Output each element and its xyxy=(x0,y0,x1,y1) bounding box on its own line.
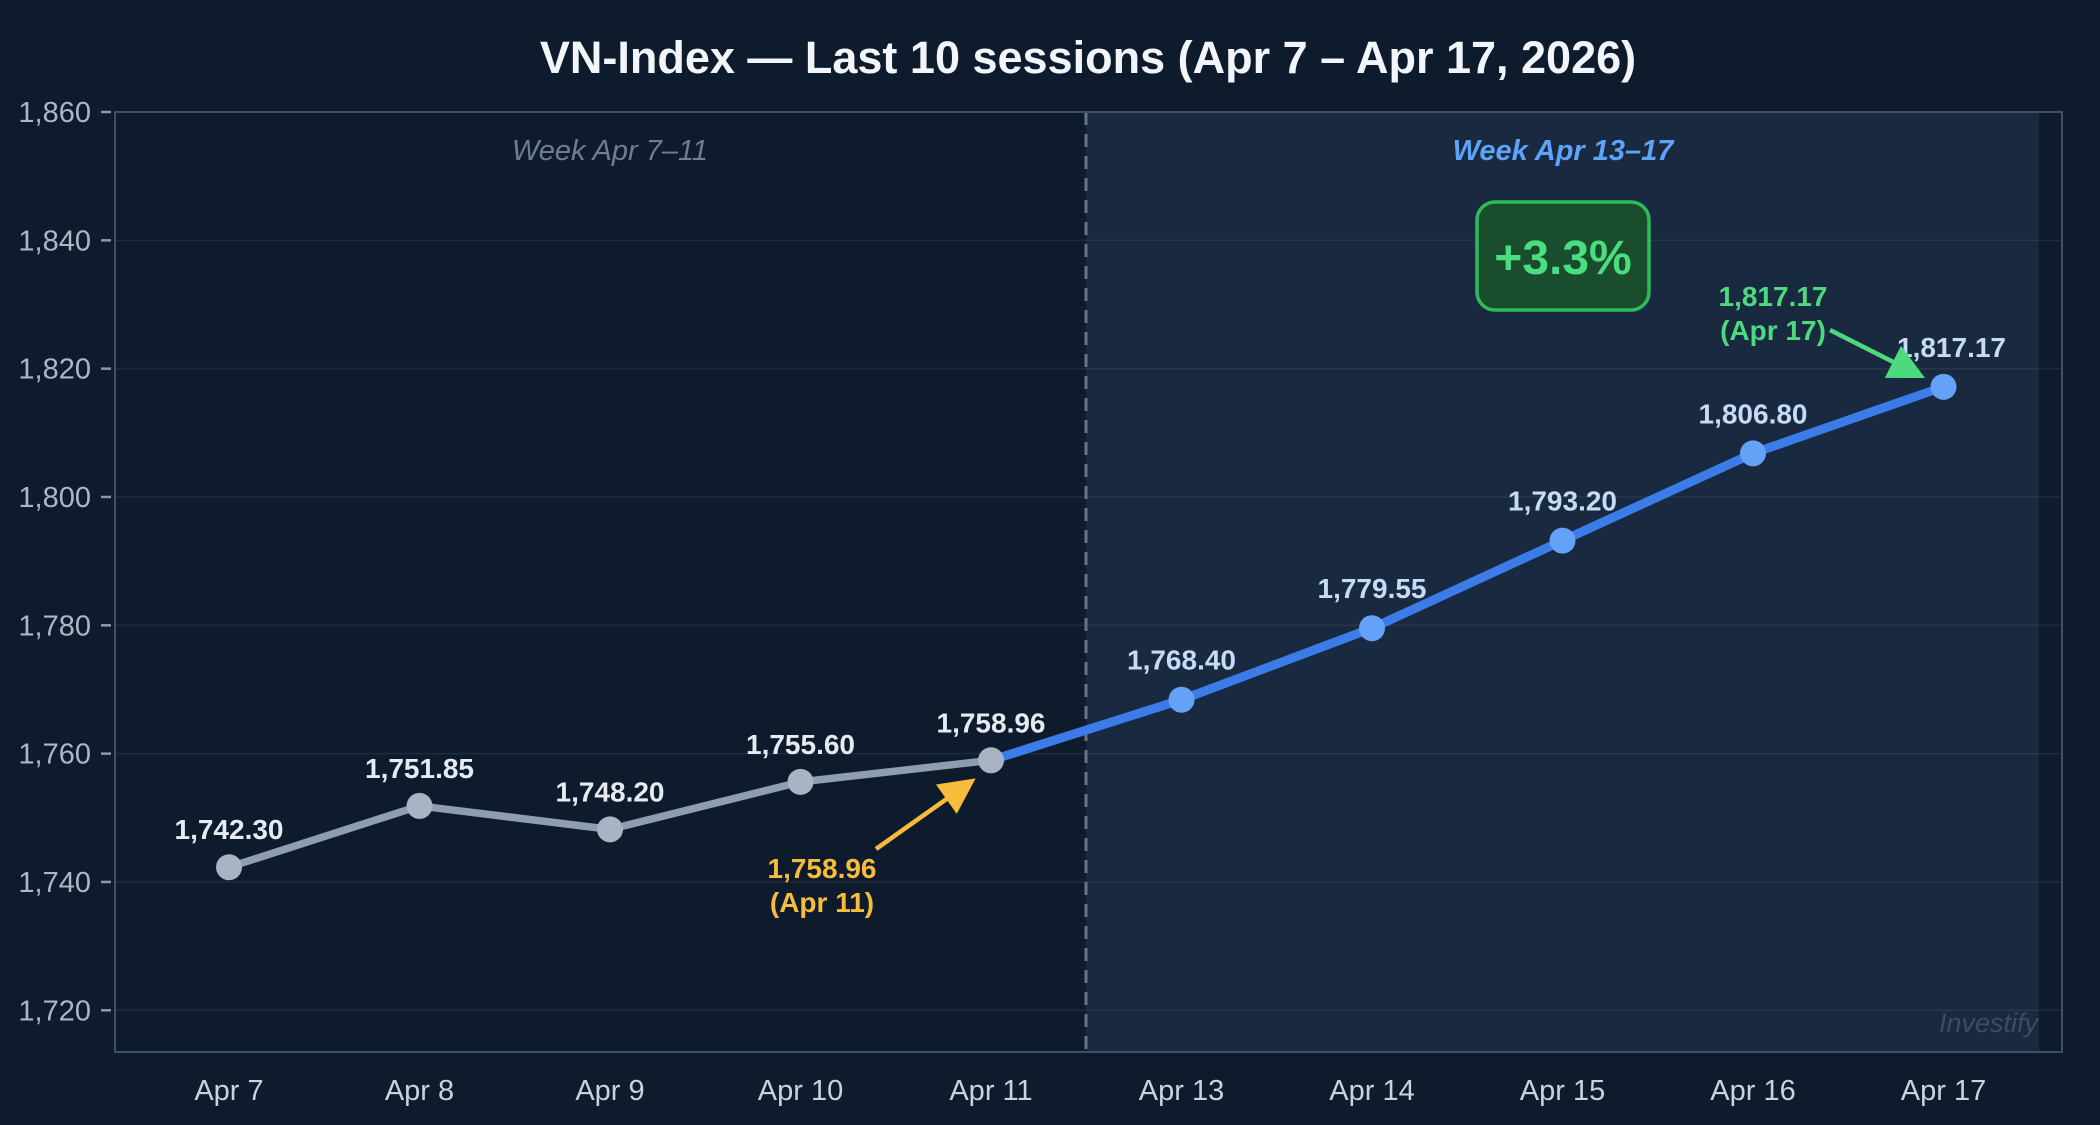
gain-badge-box xyxy=(1475,200,1651,312)
apr11-callout-line2: (Apr 11) xyxy=(770,887,874,918)
x-tick-label: Apr 17 xyxy=(1901,1075,1986,1107)
data-point xyxy=(1168,686,1195,713)
watermark: Investify xyxy=(1939,1008,2040,1038)
data-point-label: 1,742.30 xyxy=(175,814,284,845)
chart-title: VN-Index — Last 10 sessions (Apr 7 – Apr… xyxy=(540,32,1636,83)
series-line xyxy=(986,382,1948,765)
data-point-label: 1,793.20 xyxy=(1508,486,1617,517)
data-point xyxy=(787,768,814,795)
y-tick-label: 1,820 xyxy=(18,354,91,386)
week2-region-label: Week Apr 13–17 xyxy=(1453,135,1676,167)
y-tick-label: 1,860 xyxy=(18,97,91,129)
y-tick-label: 1,780 xyxy=(18,610,91,642)
data-point xyxy=(1549,527,1576,554)
x-tick-label: Apr 13 xyxy=(1139,1075,1224,1107)
x-tick-label: Apr 11 xyxy=(949,1075,1032,1107)
gain-badge-label: +3.3% xyxy=(1494,232,1631,285)
data-point-label: 1,755.60 xyxy=(746,729,855,760)
x-tick-label: Apr 16 xyxy=(1710,1075,1795,1107)
apr17-callout-line1: 1,817.17 xyxy=(1719,281,1828,312)
data-point xyxy=(216,854,242,881)
data-point xyxy=(1930,373,1957,400)
data-point xyxy=(1359,615,1385,642)
gain-badge: +3.3% xyxy=(1475,200,1651,312)
data-point-label: 1,806.80 xyxy=(1699,398,1808,429)
x-tick-label: Apr 9 xyxy=(575,1075,644,1107)
data-point-label: 1,779.55 xyxy=(1318,573,1427,604)
data-point-label: 1,768.40 xyxy=(1127,645,1236,676)
x-tick-label: Apr 10 xyxy=(758,1075,843,1107)
data-point-label: 1,758.96 xyxy=(937,707,1046,738)
y-axis: 1,720 1,740 1,760 1,780 1,800 1,820 1,840 1,860 xyxy=(18,97,111,1027)
y-tick-label: 1,720 xyxy=(18,995,91,1027)
apr17-callout: 1,817.17 (Apr 17) xyxy=(1719,281,1926,379)
data-point-label: 1,817.17 xyxy=(1897,332,2006,363)
week1-region-label: Week Apr 7–11 xyxy=(512,135,708,167)
apr11-callout-arrow xyxy=(874,778,976,851)
data-point xyxy=(1740,440,1766,467)
data-point-label: 1,751.85 xyxy=(365,753,474,784)
y-tick-label: 1,840 xyxy=(18,225,91,257)
x-axis: Apr 7 Apr 8 Apr 9 Apr 10 Apr 11 Apr 13 Apr 14 A… xyxy=(194,1075,1986,1107)
x-tick-label: Apr 15 xyxy=(1520,1075,1605,1107)
apr11-callout-line1: 1,758.96 xyxy=(768,853,877,884)
x-tick-label: Apr 7 xyxy=(194,1075,263,1107)
data-point-label: 1,748.20 xyxy=(556,776,665,807)
y-tick-label: 1,800 xyxy=(18,482,91,514)
plot-border xyxy=(114,111,2063,1053)
x-tick-label: Apr 14 xyxy=(1329,1075,1414,1107)
y-tick-label: 1,760 xyxy=(18,739,91,771)
plot-series: 1,742.30 1,751.85 1,748.20 1,755.60 1,758.96… xyxy=(175,332,2006,881)
apr11-callout: 1,758.96 (Apr 11) xyxy=(768,778,976,918)
data-point xyxy=(978,747,1004,774)
apr17-callout-arrow xyxy=(1828,327,1926,379)
data-point xyxy=(597,816,623,843)
y-tick-label: 1,740 xyxy=(18,867,91,899)
data-point xyxy=(406,792,433,819)
x-tick-label: Apr 8 xyxy=(385,1075,454,1107)
apr17-callout-line2: (Apr 17) xyxy=(1720,315,1826,346)
